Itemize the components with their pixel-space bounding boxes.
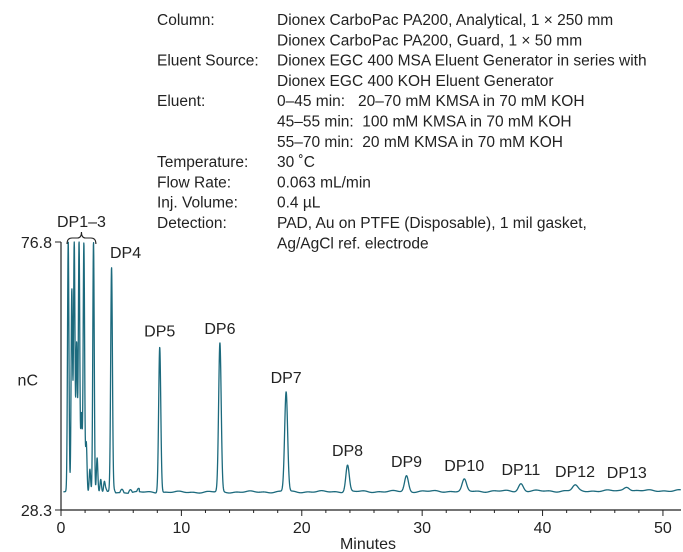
peak-label: DP8 [332, 443, 363, 460]
peak-label: DP4 [110, 245, 141, 262]
y-tick-label: 28.3 [21, 503, 52, 520]
dp1-3-label: DP1–3 [57, 214, 106, 231]
condition-value: 0–45 min: 20–70 mM KMSA in 70 mM KOH [277, 93, 585, 110]
y-tick-label: 76.8 [21, 235, 52, 252]
chromatogram-trace [62, 241, 682, 494]
x-tick-label: 0 [57, 520, 66, 537]
condition-label: Inj. Volume: [157, 195, 238, 212]
condition-value: 45–55 min: 100 mM KMSA in 70 mM KOH [277, 114, 572, 131]
peak-label: DP9 [391, 454, 422, 471]
peak-label: DP7 [271, 370, 302, 387]
peak-label: DP5 [144, 324, 175, 341]
peak-label: DP13 [607, 465, 647, 482]
condition-value: Dionex CarboPac PA200, Guard, 1 × 50 mm [277, 32, 582, 49]
condition-label: Eluent: [157, 93, 205, 110]
condition-value: Ag/AgCl ref. electrode [277, 235, 429, 252]
x-tick-label: 40 [534, 520, 552, 537]
y-axis-label: nC [18, 373, 38, 390]
condition-value: PAD, Au on PTFE (Disposable), 1 mil gask… [277, 215, 587, 232]
x-ticks: 0 10 20 30 40 50 [57, 510, 672, 537]
condition-value: Dionex EGC 400 KOH Eluent Generator [277, 73, 554, 90]
condition-value: 0.4 µL [277, 195, 321, 212]
condition-label: Column: [157, 12, 215, 29]
condition-value: Dionex CarboPac PA200, Analytical, 1 × 2… [277, 12, 613, 29]
x-tick-label: 50 [654, 520, 672, 537]
condition-label: Detection: [157, 215, 227, 232]
condition-label: Flow Rate: [157, 174, 231, 191]
x-tick-label: 30 [413, 520, 431, 537]
peak-label: DP6 [204, 321, 235, 338]
peak-label: DP11 [501, 462, 540, 479]
condition-value: 30 ˚C [277, 154, 315, 171]
conditions-block: Column: Dionex CarboPac PA200, Analytical… [157, 12, 647, 252]
peak-labels: DP4 DP5 DP6 DP7 DP8 DP9 DP10 DP11 DP12 DP13 [110, 245, 647, 482]
condition-value: Dionex EGC 400 MSA Eluent Generator in s… [277, 53, 647, 70]
condition-value: 0.063 mL/min [277, 174, 371, 191]
y-ticks: 76.8 28.3 [21, 235, 61, 520]
condition-value: 55–70 min: 20 mM KMSA in 70 mM KOH [277, 134, 563, 151]
x-tick-label: 20 [293, 520, 311, 537]
dp1-3-brace [66, 231, 97, 245]
condition-label: Temperature: [157, 154, 248, 171]
peak-label: DP10 [444, 458, 484, 475]
x-tick-label: 10 [172, 520, 190, 537]
axes [60, 242, 681, 511]
condition-label: Eluent Source: [157, 53, 259, 70]
x-axis-label: Minutes [340, 536, 396, 552]
peak-label: DP12 [555, 464, 595, 481]
